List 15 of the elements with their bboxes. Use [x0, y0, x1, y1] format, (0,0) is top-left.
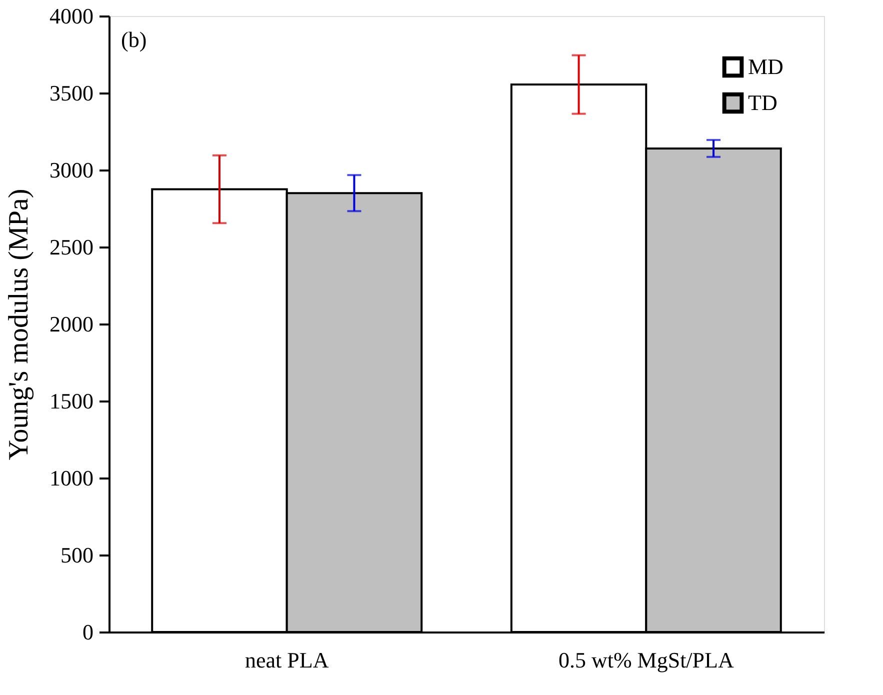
y-tick-label: 500: [60, 542, 94, 568]
y-tick-label: 1000: [50, 466, 94, 490]
y-axis-title: Young's modulus (MPa): [4, 188, 34, 460]
legend-label: TD: [748, 90, 778, 115]
y-tick-label: 4000: [50, 4, 94, 28]
legend-label: MD: [748, 54, 784, 79]
annotation: (b): [121, 27, 147, 52]
y-tick-label: 0: [82, 620, 94, 644]
y-tick-label: 3000: [50, 158, 94, 182]
x-tick-label: 0.5 wt% MgSt/PLA: [558, 648, 734, 672]
y-tick-label: 1500: [50, 388, 94, 414]
y-tick-label: 2000: [50, 312, 94, 336]
y-tick-label: 2500: [50, 234, 94, 260]
y-tick-label: 3500: [50, 80, 94, 106]
x-tick-label: neat PLA: [245, 648, 329, 672]
